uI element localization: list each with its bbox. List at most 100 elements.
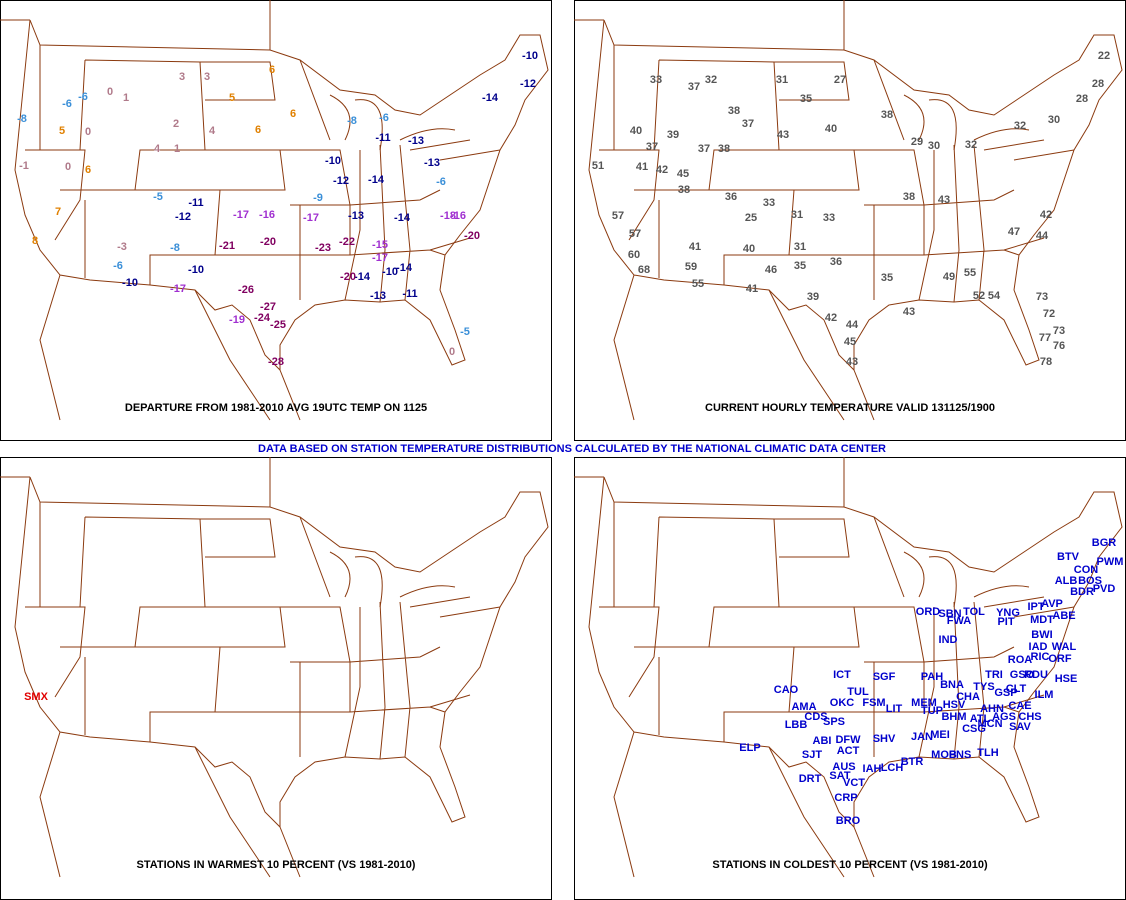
station-value: 3 xyxy=(179,71,185,83)
station-code: BNA xyxy=(940,679,964,691)
station-code: WAL xyxy=(1052,641,1077,653)
station-value: 55 xyxy=(692,278,704,290)
station-value: -13 xyxy=(348,210,364,222)
station-code: MEI xyxy=(930,729,950,741)
station-value: -14 xyxy=(482,92,499,104)
station-value: -6 xyxy=(436,176,446,188)
station-value: 35 xyxy=(794,260,806,272)
station-value: 45 xyxy=(677,168,689,180)
panel-title: DEPARTURE FROM 1981-2010 AVG 19UTC TEMP … xyxy=(125,402,427,414)
station-value: 52 xyxy=(973,290,985,302)
station-code: PAH xyxy=(921,671,943,683)
station-value: -20 xyxy=(464,230,480,242)
station-value: 40 xyxy=(630,125,642,137)
station-value: 40 xyxy=(825,123,837,135)
station-value: -6 xyxy=(379,112,389,124)
station-value: -11 xyxy=(375,132,390,144)
station-value: -18 xyxy=(440,210,456,222)
station-value: 32 xyxy=(965,139,977,151)
station-value: -22 xyxy=(339,236,355,248)
station-value: -20 xyxy=(340,271,356,283)
station-value: -15 xyxy=(372,239,388,251)
station-value: 39 xyxy=(667,129,679,141)
station-value: 43 xyxy=(938,194,950,206)
station-value: 28 xyxy=(1092,78,1104,90)
station-value: 30 xyxy=(1048,114,1060,126)
station-value: -8 xyxy=(170,242,180,254)
station-code: TRI xyxy=(985,669,1003,681)
station-code: SPS xyxy=(823,716,845,728)
station-value: 33 xyxy=(650,74,662,86)
station-code: GSP xyxy=(994,687,1017,699)
station-value: -13 xyxy=(424,157,440,169)
station-value: 47 xyxy=(1008,226,1020,238)
station-code: MDT xyxy=(1030,614,1054,626)
station-value: -5 xyxy=(460,326,470,338)
station-code: IND xyxy=(939,634,958,646)
station-code: PVD xyxy=(1093,583,1116,595)
station-code: AVP xyxy=(1041,598,1063,610)
station-value: 33 xyxy=(763,197,775,209)
station-code: CAE xyxy=(1008,700,1031,712)
station-value: -5 xyxy=(153,191,163,203)
station-code: ILM xyxy=(1035,689,1054,701)
station-value: 41 xyxy=(636,161,648,173)
station-value: -12 xyxy=(333,175,349,187)
station-code: SHV xyxy=(873,733,896,745)
station-value: 31 xyxy=(794,241,806,253)
station-value: -12 xyxy=(520,78,536,90)
station-value: 29 xyxy=(911,136,923,148)
station-value: -28 xyxy=(268,356,284,368)
station-value: -10 xyxy=(325,155,341,167)
station-value: 38 xyxy=(903,191,915,203)
banner: DATA BASED ON STATION TEMPERATURE DISTRI… xyxy=(258,443,886,455)
station-value: -6 xyxy=(113,260,123,272)
panel-frame xyxy=(0,0,552,441)
station-value: 42 xyxy=(825,312,837,324)
station-value: 5 xyxy=(229,92,235,104)
station-value: 57 xyxy=(629,228,641,240)
station-value: -8 xyxy=(347,115,357,127)
panel-title: CURRENT HOURLY TEMPERATURE VALID 131125/… xyxy=(705,402,995,414)
station-value: -17 xyxy=(170,283,186,295)
station-value: -10 xyxy=(382,266,398,278)
station-code: CLT xyxy=(1006,683,1027,695)
station-value: -6 xyxy=(62,98,72,110)
station-code: CDS xyxy=(804,711,827,723)
station-value: 73 xyxy=(1036,291,1048,303)
station-code: RIC xyxy=(1031,651,1050,663)
station-code: PNS xyxy=(949,749,972,761)
station-value: 72 xyxy=(1043,308,1055,320)
station-code: CHA xyxy=(956,691,980,703)
station-code: FSM xyxy=(862,697,885,709)
station-value: 27 xyxy=(834,74,846,86)
station-value: 42 xyxy=(656,164,668,176)
station-code: PWM xyxy=(1097,556,1124,568)
station-value: 54 xyxy=(988,290,1001,302)
station-code: ATL xyxy=(970,713,991,725)
station-code: GSO xyxy=(1010,669,1035,681)
station-code: AMA xyxy=(791,701,816,713)
panel-frame xyxy=(574,0,1126,441)
station-code: LCH xyxy=(881,762,904,774)
panel-frame xyxy=(0,457,552,900)
station-value: 38 xyxy=(718,143,730,155)
station-value: -14 xyxy=(354,271,371,283)
station-value: -16 xyxy=(450,210,466,222)
station-value: 32 xyxy=(1014,120,1026,132)
station-code: ROA xyxy=(1008,654,1033,666)
station-value: 44 xyxy=(1036,230,1049,242)
station-value: 25 xyxy=(745,212,757,224)
station-value: 37 xyxy=(698,143,710,155)
station-value: 36 xyxy=(725,191,737,203)
station-code: BOS xyxy=(1078,575,1102,587)
station-value: 35 xyxy=(881,272,893,284)
station-value: 40 xyxy=(743,243,755,255)
station-value: -14 xyxy=(368,174,385,186)
station-value: 4 xyxy=(209,125,216,137)
station-value: 55 xyxy=(964,267,976,279)
station-value: 7 xyxy=(55,206,61,218)
station-value: 38 xyxy=(881,109,893,121)
station-code: HSV xyxy=(943,699,966,711)
station-code: TUL xyxy=(847,686,869,698)
